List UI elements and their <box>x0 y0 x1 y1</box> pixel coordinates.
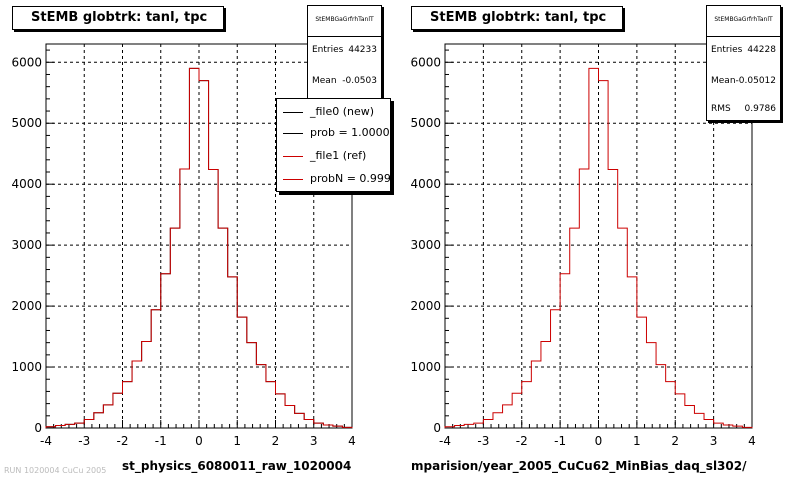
legend-label-prob: prob = 1.000000 <box>310 126 390 139</box>
legend-swatch-prob <box>283 133 303 134</box>
right-y-tick-label: 4000 <box>410 177 441 191</box>
left-x-tick-label: -2 <box>117 434 129 448</box>
legend-item-probn: probN = 0.999910 <box>277 169 390 189</box>
right-y-tick-label: 2000 <box>410 299 441 313</box>
right-bottom-label: mparision/year_2005_CuCu62_MinBias_daq_s… <box>411 459 747 473</box>
legend-item-file0: _file0 (new) <box>277 102 390 122</box>
left-x-tick-label: 1 <box>233 434 241 448</box>
legend-swatch-ref <box>283 156 303 157</box>
left-x-tick-label: 4 <box>348 434 356 448</box>
left-y-tick-label: 6000 <box>11 55 42 69</box>
right-x-tick-label: 2 <box>671 434 679 448</box>
left-entries-label: Entries <box>312 45 344 55</box>
left-y-tick-label: 0 <box>34 421 42 435</box>
left-bottom-label: st_physics_6080011_raw_1020004 <box>122 459 352 473</box>
right-x-tick-label: 0 <box>595 434 603 448</box>
right-x-tick-label: 4 <box>748 434 756 448</box>
right-x-tick-label: -4 <box>439 434 451 448</box>
right-entries-value: 44228 <box>747 45 776 55</box>
left-stats-divider <box>308 36 381 37</box>
left-stats-name: StEMBGaGrfrhTanlT <box>315 16 374 23</box>
right-mean-label: Mean <box>711 76 736 86</box>
right-y-tick-label: 3000 <box>410 238 441 252</box>
left-series-1-histogram <box>45 67 353 428</box>
left-x-tick-label: 3 <box>310 434 318 448</box>
legend-label-file1: _file1 (ref) <box>310 149 367 162</box>
right-title-box: StEMB globtrk: tanl, tpc <box>411 6 623 30</box>
right-y-tick-label: 5000 <box>410 116 441 130</box>
legend-item-prob: prob = 1.000000 <box>277 123 390 143</box>
legend-label-file0: _file0 (new) <box>310 105 375 118</box>
left-y-tick-label: 1000 <box>11 360 42 374</box>
left-x-tick-label: -4 <box>40 434 52 448</box>
legend-swatch-probn <box>283 179 303 180</box>
right-y-tick-label: 1000 <box>410 360 441 374</box>
right-x-tick-label: -3 <box>477 434 489 448</box>
right-x-tick-label: 1 <box>633 434 641 448</box>
legend-swatch-new <box>283 112 303 113</box>
right-rms-label: RMS <box>711 104 731 114</box>
left-title-box: StEMB globtrk: tanl, tpc <box>12 6 224 30</box>
right-x-tick-label: 3 <box>710 434 718 448</box>
left-y-tick-label: 5000 <box>11 116 42 130</box>
left-x-tick-label: -1 <box>155 434 167 448</box>
left-title: StEMB globtrk: tanl, tpc <box>31 10 208 25</box>
left-y-tick-label: 2000 <box>11 299 42 313</box>
right-title: StEMB globtrk: tanl, tpc <box>430 10 607 25</box>
right-entries-label: Entries <box>711 45 743 55</box>
left-y-tick-label: 4000 <box>11 177 42 191</box>
right-rms-value: 0.9786 <box>744 104 777 114</box>
right-mean-value: -0.05012 <box>735 76 776 86</box>
right-stats-divider <box>707 36 780 37</box>
right-series-0-histogram <box>444 67 753 428</box>
left-stats-box: StEMBGaGrfrhTanlT Entries 44233 Mean -0.… <box>307 5 382 105</box>
left-x-tick-label: -3 <box>78 434 90 448</box>
left-x-tick-label: 0 <box>195 434 203 448</box>
right-x-tick-label: -1 <box>554 434 566 448</box>
left-mean-label: Mean <box>312 76 337 86</box>
right-x-tick-label: -2 <box>516 434 528 448</box>
legend-label-probn: probN = 0.999910 <box>310 172 391 185</box>
left-mean-value: -0.0503 <box>342 76 377 86</box>
footer-faint-text: RUN 1020004 CuCu 2005 <box>4 466 107 475</box>
left-x-tick-label: 2 <box>272 434 280 448</box>
right-stats-name: StEMBGaGrfrhTanlT <box>714 16 773 23</box>
right-y-tick-label: 0 <box>433 421 441 435</box>
legend-item-file1: _file1 (ref) <box>277 146 390 166</box>
legend-box: _file0 (new) prob = 1.000000 _file1 (ref… <box>276 98 391 192</box>
right-stats-box: StEMBGaGrfrhTanlT Entries 44228 Mean -0.… <box>706 5 781 121</box>
left-y-tick-label: 3000 <box>11 238 42 252</box>
right-y-tick-label: 6000 <box>410 55 441 69</box>
left-entries-value: 44233 <box>348 45 377 55</box>
